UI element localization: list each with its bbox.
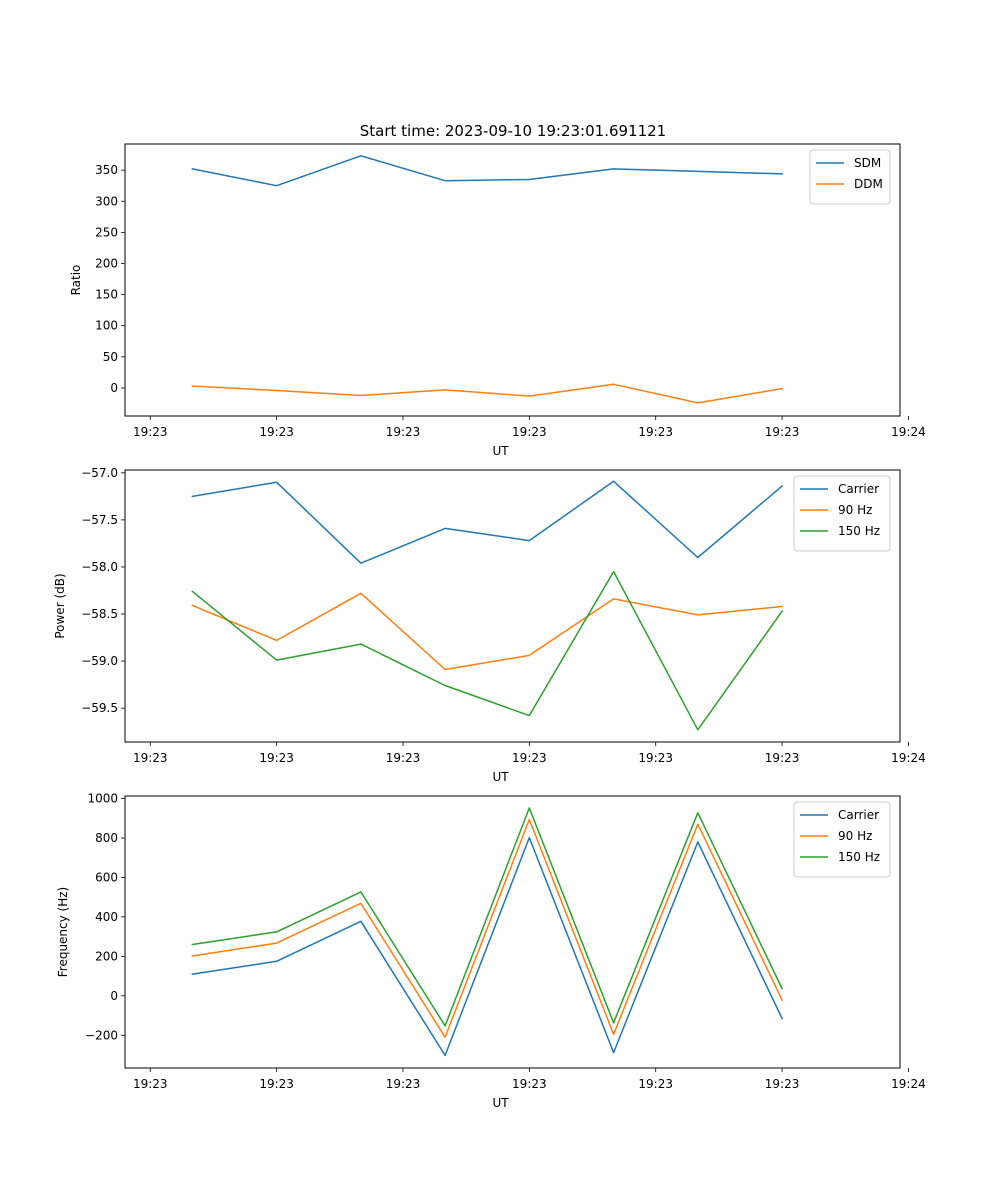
x-tick-label: 19:23: [512, 425, 547, 439]
subplot-3: 19:23 19:23 19:23 19:23 19:23 19:23 19:24 −200 0…: [56, 792, 926, 1110]
x-tick-label: 19:24: [891, 751, 926, 765]
y-axis-label: Power (dB): [53, 573, 67, 638]
series-line-150-hz: [191, 570, 784, 731]
legend-box: [793, 801, 891, 878]
legend-label: Carrier: [838, 482, 879, 496]
legend-label: 150 Hz: [838, 850, 880, 864]
y-axis-label: Ratio: [69, 265, 83, 296]
x-tick-label: 19:23: [133, 751, 168, 765]
y-tick-label: 350: [95, 163, 118, 177]
y-tick-label: −59.5: [81, 701, 118, 715]
y-tick-label: −58.0: [81, 560, 118, 574]
legend-label: 90 Hz: [838, 503, 872, 517]
y-axis-label: Frequency (Hz): [56, 887, 70, 978]
y-tick-label: 200: [95, 949, 118, 963]
y-tick-label: 250: [95, 225, 118, 239]
x-tick-label: 19:23: [638, 1077, 673, 1091]
x-tick-label: 19:23: [259, 751, 294, 765]
y-tick-label: 0: [110, 381, 118, 395]
x-tick-label: 19:24: [891, 1077, 926, 1091]
y-tick-label: 600: [95, 870, 118, 884]
x-axis-label: UT: [492, 444, 509, 458]
series-line-ddm: [191, 383, 783, 404]
y-tick-label: 800: [95, 831, 118, 845]
x-tick-label: 19:23: [133, 1077, 168, 1091]
axes-frame: [124, 469, 901, 743]
legend-label: 90 Hz: [838, 829, 872, 843]
legend-box: [793, 475, 891, 552]
y-tick-label: −59.0: [81, 654, 118, 668]
y-tick-label: 150: [95, 288, 118, 302]
y-tick-label: 200: [95, 257, 118, 271]
y-tick-label: −57.5: [81, 513, 118, 527]
x-tick-label: 19:23: [133, 425, 168, 439]
x-tick-label: 19:23: [512, 751, 547, 765]
y-tick-label: 300: [95, 194, 118, 208]
x-tick-label: 19:23: [765, 1077, 800, 1091]
series-line-90-hz: [191, 818, 784, 1038]
x-axis-label: UT: [492, 1096, 509, 1110]
subplot-2: 19:23 19:23 19:23 19:23 19:23 19:23 19:24 −59.5…: [53, 466, 926, 784]
y-tick-label: 400: [95, 910, 118, 924]
legend-label: DDM: [854, 177, 883, 191]
x-tick-label: 19:23: [386, 425, 421, 439]
series-line-sdm: [191, 155, 783, 187]
series-line-90-hz: [191, 592, 783, 671]
series-line-carrier: [191, 480, 784, 564]
series-line-150-hz: [191, 807, 784, 1027]
x-tick-label: 19:23: [638, 751, 673, 765]
x-tick-label: 19:23: [765, 425, 800, 439]
subplot-1: 19:23 19:23 19:23 19:23 19:23 19:23 19:24 0 50 10…: [69, 143, 926, 458]
axes-frame: [124, 143, 901, 417]
legend: Carrier 90 Hz 150 Hz: [793, 475, 891, 552]
x-tick-label: 19:24: [891, 425, 926, 439]
y-tick-label: −57.0: [81, 466, 118, 480]
legend: Carrier 90 Hz 150 Hz: [793, 801, 891, 878]
y-tick-label: 50: [103, 350, 118, 364]
y-tick-label: 1000: [87, 792, 118, 806]
x-tick-label: 19:23: [638, 425, 673, 439]
legend-label: SDM: [854, 156, 881, 170]
x-tick-label: 19:23: [765, 751, 800, 765]
y-tick-label: 0: [110, 989, 118, 1003]
legend: SDM DDM: [809, 149, 891, 205]
chart-title: Start time: 2023-09-10 19:23:01.691121: [360, 122, 666, 140]
x-axis-label: UT: [492, 770, 509, 784]
axes-frame: [124, 795, 901, 1069]
x-tick-label: 19:23: [386, 1077, 421, 1091]
x-tick-label: 19:23: [259, 425, 294, 439]
x-tick-label: 19:23: [386, 751, 421, 765]
legend-label: 150 Hz: [838, 524, 880, 538]
y-tick-label: 100: [95, 319, 118, 333]
series-line-carrier: [191, 836, 784, 1057]
y-tick-label: −58.5: [81, 607, 118, 621]
x-tick-label: 19:23: [512, 1077, 547, 1091]
y-tick-label: −200: [85, 1028, 118, 1042]
legend-label: Carrier: [838, 808, 879, 822]
x-tick-label: 19:23: [259, 1077, 294, 1091]
